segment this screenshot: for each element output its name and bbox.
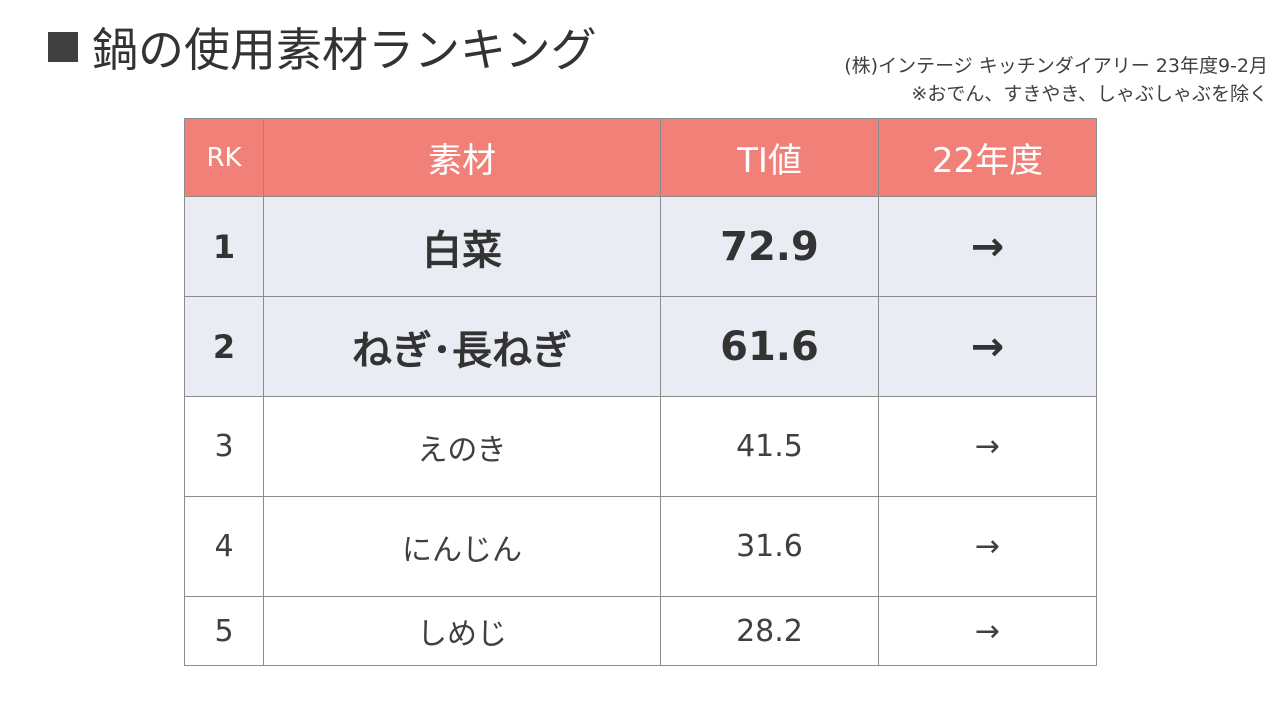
prev-year-arrow-cell: → [878, 396, 1097, 497]
table-row: 3 えのき 41.5 → [184, 396, 1097, 497]
square-bullet-icon [48, 32, 78, 62]
page-title-text: 鍋の使用素材ランキング [92, 23, 597, 77]
source-note: (株)インテージ キッチンダイアリー 23年度9-2月 ※おでん、すきやき、しゃ… [844, 52, 1268, 108]
column-header-prev-year: 22年度 [878, 118, 1097, 197]
source-line-1: (株)インテージ キッチンダイアリー 23年度9-2月 [844, 55, 1268, 77]
column-header-material: 素材 [263, 118, 661, 197]
column-header-ti: TI値 [660, 118, 879, 197]
table-row: 1 白菜 72.9 → [184, 196, 1097, 297]
column-header-rank: RK [184, 118, 264, 197]
material-cell: にんじん [263, 496, 661, 597]
page-title: 鍋の使用素材ランキング [48, 14, 597, 80]
table-row: 4 にんじん 31.6 → [184, 496, 1097, 597]
rank-cell: 2 [184, 296, 264, 397]
table-row: 5 しめじ 28.2 → [184, 596, 1097, 666]
table-row: 2 ねぎ･長ねぎ 61.6 → [184, 296, 1097, 397]
source-line-2: ※おでん、すきやき、しゃぶしゃぶを除く [911, 83, 1268, 105]
prev-year-arrow-cell: → [878, 496, 1097, 597]
material-cell: えのき [263, 396, 661, 497]
ti-value-cell: 31.6 [660, 496, 879, 597]
material-cell: しめじ [263, 596, 661, 666]
rank-cell: 5 [184, 596, 264, 666]
ti-value-cell: 61.6 [660, 296, 879, 397]
prev-year-arrow-cell: → [878, 296, 1097, 397]
prev-year-arrow-cell: → [878, 596, 1097, 666]
rank-cell: 4 [184, 496, 264, 597]
material-cell: 白菜 [263, 196, 661, 297]
ti-value-cell: 41.5 [660, 396, 879, 497]
rank-cell: 3 [184, 396, 264, 497]
ti-value-cell: 72.9 [660, 196, 879, 297]
ranking-table: RK 素材 TI値 22年度 1 白菜 72.9 → 2 ねぎ･長ねぎ 61.6… [184, 118, 1097, 666]
material-cell: ねぎ･長ねぎ [263, 296, 661, 397]
ti-value-cell: 28.2 [660, 596, 879, 666]
table-header-row: RK 素材 TI値 22年度 [184, 118, 1097, 197]
rank-cell: 1 [184, 196, 264, 297]
prev-year-arrow-cell: → [878, 196, 1097, 297]
